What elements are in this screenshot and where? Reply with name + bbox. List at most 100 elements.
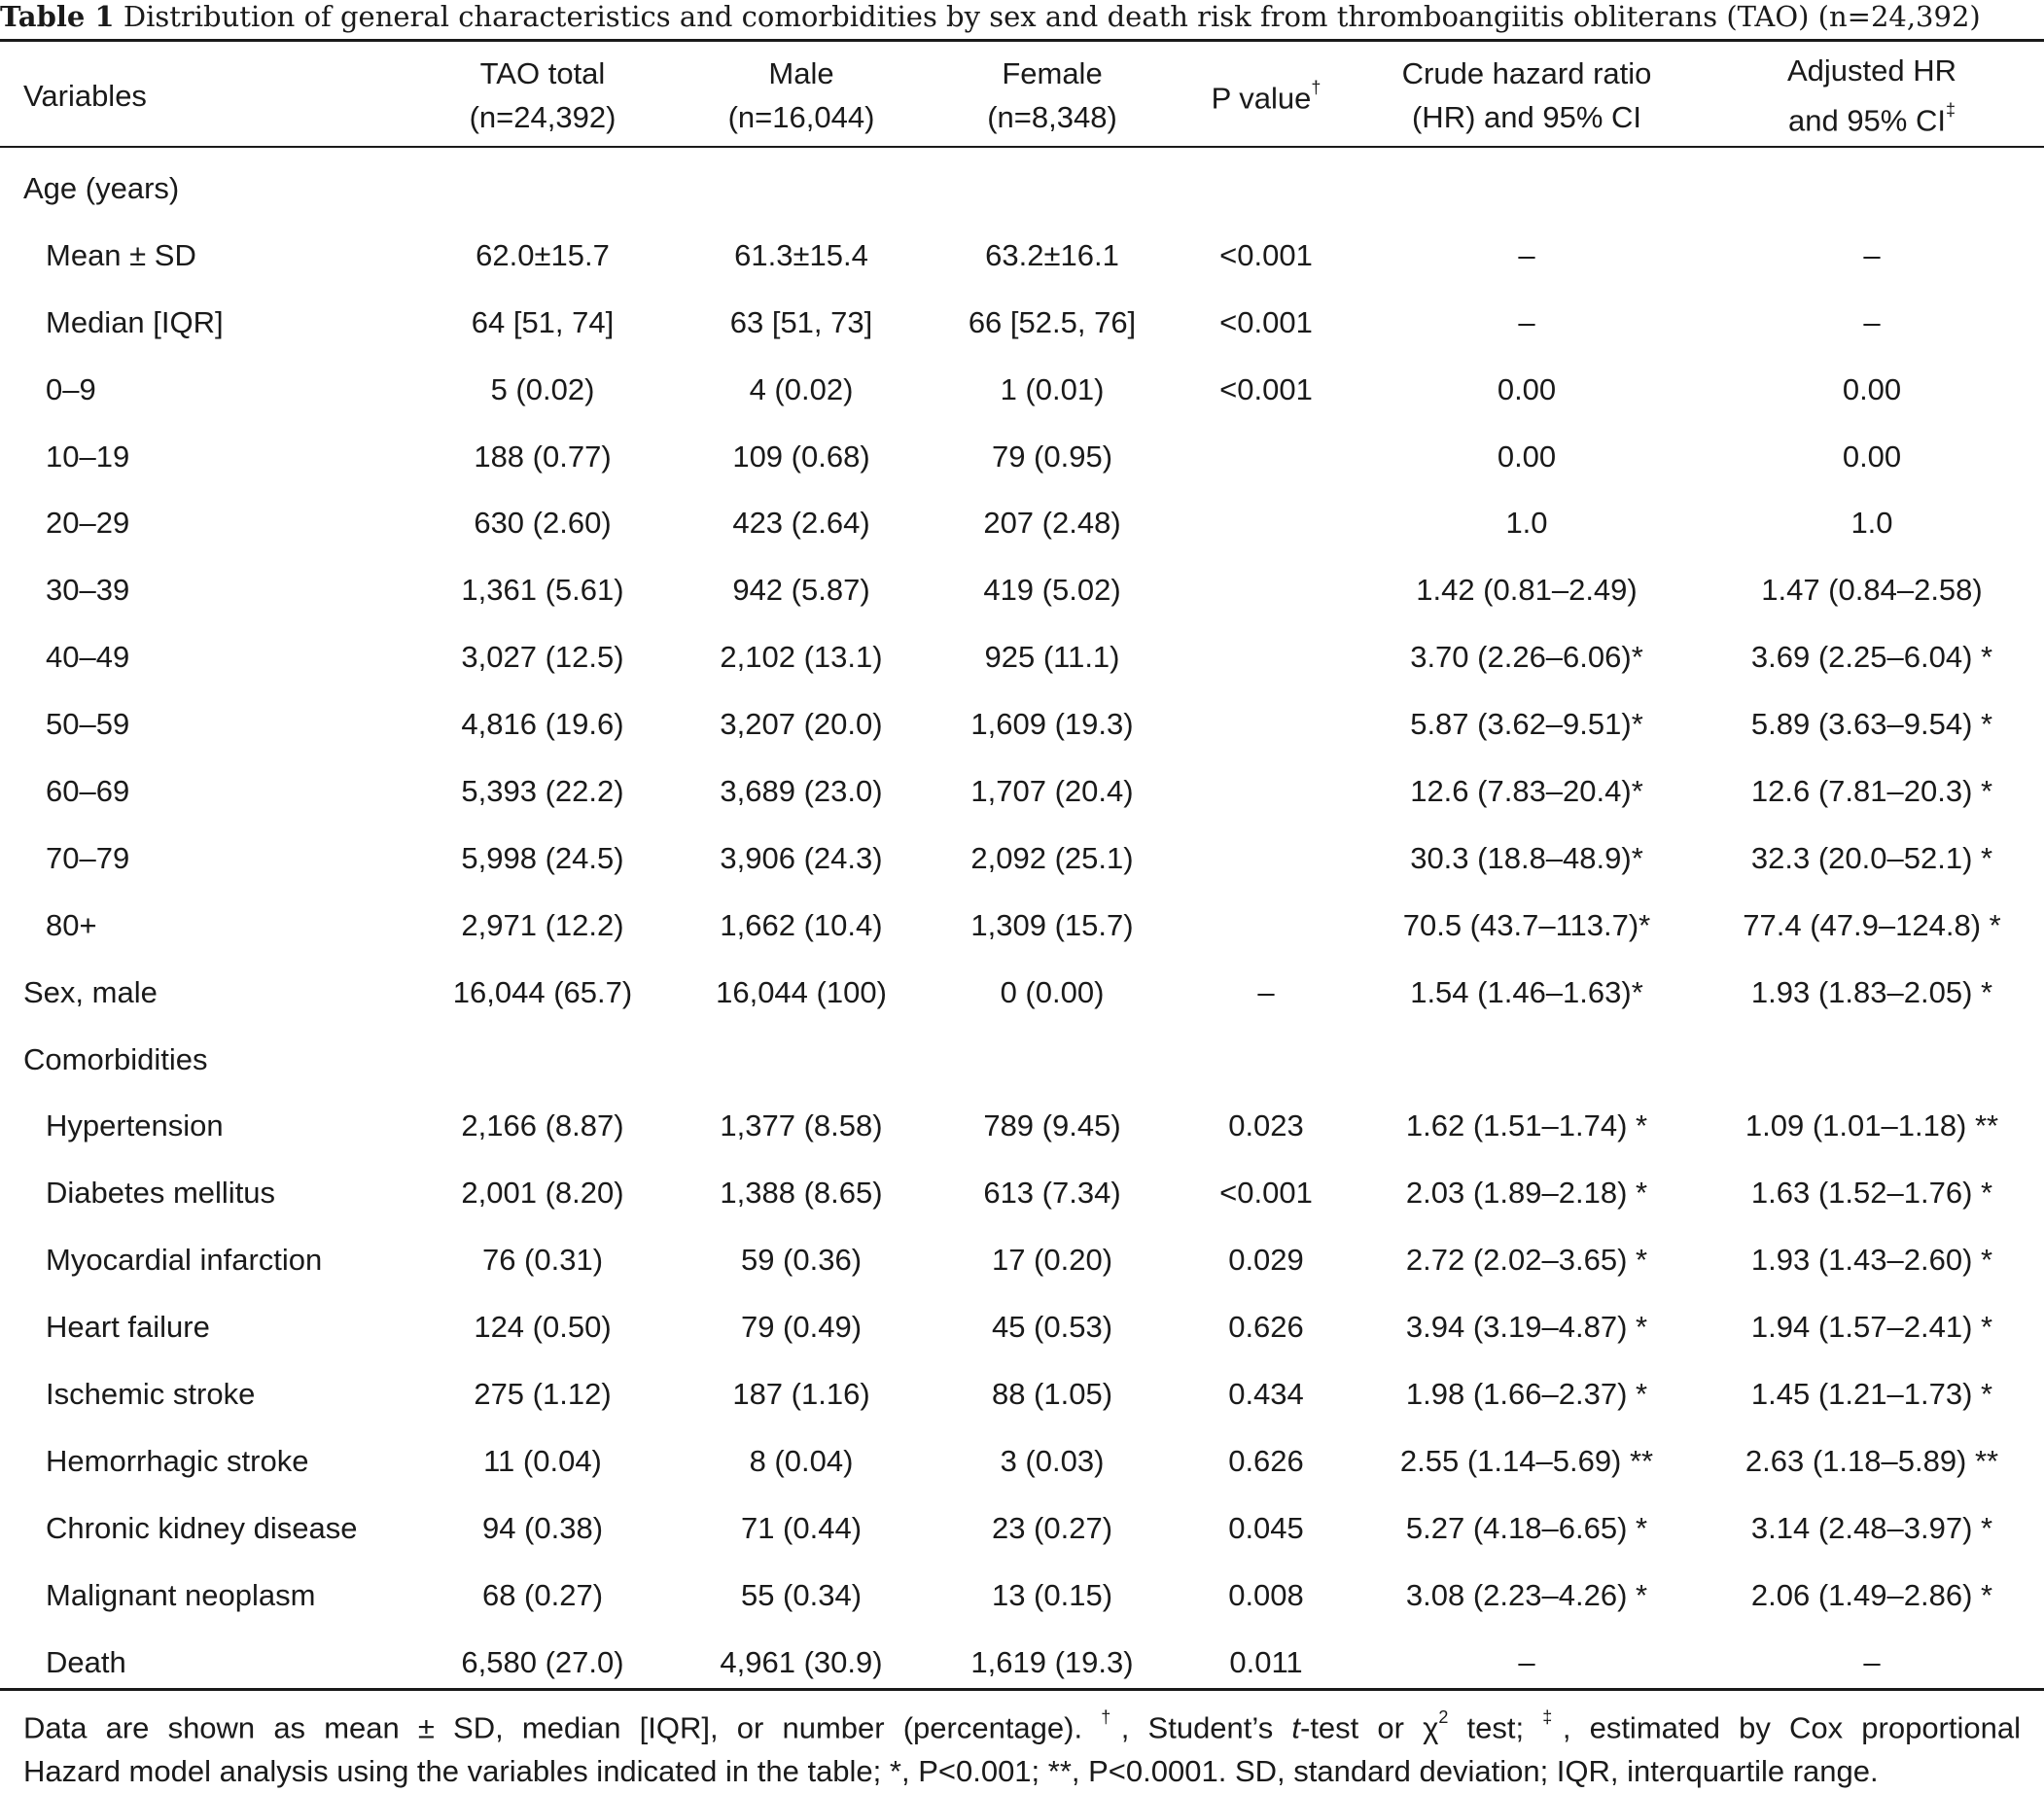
cell-p-value: <0.001 — [1219, 371, 1313, 406]
table-row: Chronic kidney disease 94 (0.38) 71 (0.44)… — [0, 1495, 2044, 1563]
table-row: 70–79 5,998 (24.5) 3,906 (24.3) 2,092 (25.1… — [0, 826, 2044, 893]
cell-adjusted-hr: 1.93 (1.43–2.60) * — [1750, 1243, 1993, 1278]
header-variables: Variables — [23, 51, 315, 140]
cell-variable: 20–29 — [46, 506, 130, 541]
header-crude-line2: (HR) and 95% CI — [1411, 100, 1642, 134]
table-row: 50–59 4,816 (19.6) 3,207 (20.0) 1,609 (19.3… — [0, 691, 2044, 758]
cell-p-value: 0.008 — [1228, 1577, 1304, 1612]
cell-tao-total — [408, 156, 677, 223]
cell-crude-hr: 0.00 — [1497, 371, 1557, 406]
cell-variable: Hypertension — [46, 1108, 224, 1143]
cell-p-value — [1179, 557, 1354, 624]
cell-female: 66 [52.5, 76] — [968, 304, 1137, 339]
cell-crude-hr: 30.3 (18.8–48.9)* — [1410, 840, 1643, 875]
cell-crude-hr: 1.0 — [1505, 506, 1548, 541]
footnote-part3: -test or χ — [1300, 1710, 1439, 1745]
cell-adjusted-hr: 1.45 (1.21–1.73) * — [1750, 1377, 1993, 1412]
cell-female: 13 (0.15) — [991, 1577, 1113, 1612]
cell-variable: Mean ± SD — [46, 237, 196, 272]
cell-adjusted-hr: 5.89 (3.63–9.54) * — [1750, 707, 1993, 742]
cell-variable: Sex, male — [23, 974, 158, 1009]
cell-male: 3,689 (23.0) — [720, 774, 883, 809]
table-footnote: Data are shown as mean ± SD, median [IQR… — [23, 1700, 2021, 1793]
cell-adjusted-hr: – — [1863, 1644, 1881, 1679]
cell-p-value: – — [1257, 974, 1275, 1009]
header-p-value-label: P value — [1211, 81, 1312, 116]
cell-variable: 50–59 — [46, 707, 130, 742]
cell-tao-total — [408, 1027, 677, 1094]
cell-female: 789 (9.45) — [983, 1108, 1121, 1143]
cell-variable: Heart failure — [46, 1310, 210, 1345]
header-rule — [0, 146, 2044, 148]
table-row: Myocardial infarction 76 (0.31) 59 (0.36) 1… — [0, 1227, 2044, 1294]
cell-variable: 60–69 — [46, 774, 130, 809]
cell-adjusted-hr: 1.93 (1.83–2.05) * — [1750, 974, 1993, 1009]
table-row: Comorbidities — [0, 1027, 2044, 1094]
cell-female — [926, 1027, 1179, 1094]
header-adj-line2: and 95% CI — [1787, 103, 1946, 138]
cell-p-value — [1179, 691, 1354, 758]
table-row: Malignant neoplasm 68 (0.27) 55 (0.34) 13 (… — [0, 1563, 2044, 1630]
cell-male: 4 (0.02) — [749, 371, 854, 406]
cell-male: 1,388 (8.65) — [720, 1176, 883, 1211]
footnote-chi-exponent: 2 — [1438, 1707, 1449, 1727]
header-p-value-mark: † — [1311, 78, 1322, 98]
cell-male: 1,662 (10.4) — [720, 907, 883, 942]
cell-female: 3 (0.03) — [1000, 1443, 1105, 1478]
cell-male: 16,044 (100) — [716, 974, 887, 1009]
cell-crude-hr — [1354, 156, 1700, 223]
header-male-line2: (n=16,044) — [727, 100, 875, 134]
table-row: Age (years) — [0, 156, 2044, 223]
cell-female: 17 (0.20) — [991, 1243, 1113, 1278]
footnote-dagger: † — [1101, 1707, 1121, 1727]
header-female-line1: Female — [1002, 56, 1103, 90]
cell-adjusted-hr: 1.63 (1.52–1.76) * — [1750, 1176, 1993, 1211]
cell-male: 109 (0.68) — [732, 439, 870, 474]
header-adj-mark: ‡ — [1945, 99, 1956, 120]
cell-crude-hr: 2.55 (1.14–5.69) ** — [1399, 1443, 1654, 1478]
footnote-part1: Data are shown as mean ± SD, median [IQR… — [23, 1710, 1102, 1745]
cell-tao-total: 1,361 (5.61) — [461, 573, 624, 608]
top-rule — [0, 39, 2044, 42]
cell-tao-total: 2,971 (12.2) — [461, 907, 624, 942]
cell-male: 1,377 (8.58) — [720, 1108, 883, 1143]
cell-adjusted-hr: 1.09 (1.01–1.18) ** — [1744, 1108, 1999, 1143]
cell-tao-total: 188 (0.77) — [474, 439, 612, 474]
footnote-line-1: Data are shown as mean ± SD, median [IQR… — [23, 1700, 2021, 1749]
cell-variable: 10–19 — [46, 439, 130, 474]
cell-female — [926, 156, 1179, 223]
cell-female: 45 (0.53) — [991, 1310, 1113, 1345]
cell-tao-total: 76 (0.31) — [481, 1243, 604, 1278]
header-male-line1: Male — [768, 56, 834, 90]
header-tao-line1: TAO total — [479, 56, 606, 90]
cell-male: 4,961 (30.9) — [720, 1644, 883, 1679]
cell-p-value — [1179, 490, 1354, 557]
cell-p-value — [1179, 893, 1354, 960]
header-male: Male (n=16,044) — [677, 51, 926, 140]
table-header: Variables TAO total (n=24,392) Male (n=1… — [0, 51, 2044, 140]
cell-female: 1,707 (20.4) — [970, 774, 1134, 809]
cell-tao-total: 94 (0.38) — [481, 1510, 604, 1545]
cell-variable: 80+ — [46, 907, 97, 942]
footnote-t: t — [1291, 1710, 1300, 1745]
cell-tao-total: 68 (0.27) — [481, 1577, 604, 1612]
cell-variable: 40–49 — [46, 640, 130, 675]
cell-male: 71 (0.44) — [740, 1510, 863, 1545]
table-row: Hemorrhagic stroke 11 (0.04) 8 (0.04) 3 (0.… — [0, 1428, 2044, 1495]
cell-male: 3,207 (20.0) — [720, 707, 883, 742]
cell-female: 1 (0.01) — [1000, 371, 1105, 406]
cell-adjusted-hr: 1.0 — [1850, 506, 1893, 541]
cell-crude-hr: 1.42 (0.81–2.49) — [1416, 573, 1638, 608]
cell-p-value — [1179, 624, 1354, 691]
cell-tao-total: 5 (0.02) — [490, 371, 595, 406]
cell-male: 55 (0.34) — [740, 1577, 863, 1612]
cell-tao-total: 64 [51, 74] — [471, 304, 615, 339]
cell-variable: Comorbidities — [23, 1041, 208, 1076]
cell-variable: Ischemic stroke — [46, 1377, 256, 1412]
cell-crude-hr: – — [1518, 1644, 1535, 1679]
cell-p-value: 0.626 — [1228, 1443, 1304, 1478]
cell-crude-hr: 3.94 (3.19–4.87) * — [1405, 1310, 1648, 1345]
cell-crude-hr: – — [1518, 304, 1535, 339]
cell-variable: 30–39 — [46, 573, 130, 608]
